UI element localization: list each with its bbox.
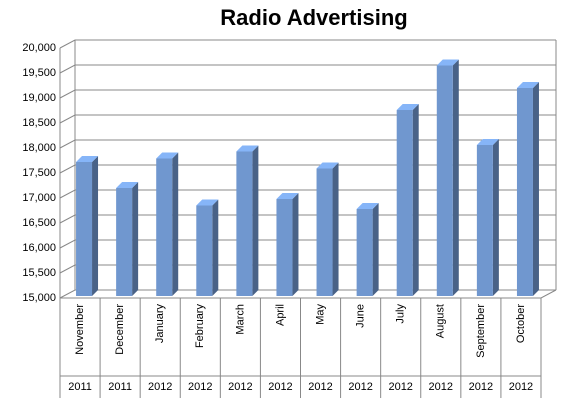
y-tick-label: 18,000 — [22, 142, 56, 154]
bar — [76, 162, 93, 296]
x-tick-label: September — [475, 304, 487, 358]
y-tick-label: 20,000 — [22, 42, 56, 54]
x-tick-label: July — [395, 304, 407, 324]
y-tick-label: 19,000 — [22, 92, 56, 104]
grid-line — [59, 289, 556, 299]
x-tick-label: August — [435, 304, 447, 338]
x-tick-label: November — [74, 304, 86, 355]
x-year-label: 2012 — [148, 381, 172, 393]
bar — [356, 209, 373, 296]
x-year-label: 2012 — [469, 381, 493, 393]
bar — [316, 168, 333, 296]
bar-side — [172, 152, 179, 296]
x-year-label: 2012 — [228, 381, 252, 393]
bar-side — [492, 139, 499, 296]
grid-line — [59, 189, 556, 199]
bar-side — [92, 156, 99, 296]
bar-top — [196, 199, 219, 206]
bar-top — [396, 104, 419, 110]
bar-side — [252, 145, 259, 296]
bar — [516, 88, 533, 296]
y-tick-label: 17,000 — [22, 192, 56, 204]
x-tick-label: April — [274, 304, 286, 326]
bar-side — [332, 162, 339, 296]
bar — [436, 65, 453, 296]
bar — [276, 199, 293, 296]
bar — [236, 151, 253, 296]
x-tick-label: May — [314, 304, 326, 325]
bar-side — [292, 193, 299, 296]
grid-line — [59, 264, 556, 274]
bar-side — [452, 59, 459, 296]
bar-side — [372, 203, 379, 296]
x-year-label: 2012 — [188, 381, 212, 393]
y-tick-label: 16,500 — [22, 217, 56, 229]
grid-line — [59, 164, 556, 174]
bar-top — [516, 82, 539, 88]
bar-top — [76, 156, 99, 162]
x-year-label: 2012 — [308, 381, 332, 393]
x-year-label: 2011 — [108, 381, 132, 393]
bar-top — [316, 162, 339, 169]
bar — [476, 145, 493, 296]
bar-top — [436, 59, 459, 66]
y-tick-label: 17,500 — [22, 167, 56, 179]
y-tick-label: 15,500 — [22, 267, 56, 279]
x-tick-label: March — [234, 304, 246, 335]
x-year-label: 2012 — [268, 381, 292, 393]
grid-line — [59, 139, 556, 149]
bar-top — [476, 139, 499, 145]
bar-top — [356, 203, 379, 209]
bar-side — [212, 199, 219, 296]
bar-side — [532, 82, 539, 296]
x-tick-label: February — [194, 304, 206, 349]
x-year-label: 2012 — [509, 381, 533, 393]
bar — [116, 188, 133, 296]
grid-line — [59, 39, 556, 49]
x-tick-label: October — [515, 304, 527, 343]
x-year-label: 2012 — [348, 381, 372, 393]
bar — [196, 205, 213, 296]
grid-line — [59, 239, 556, 249]
x-tick-label: January — [154, 304, 166, 344]
bar-side — [412, 104, 419, 296]
x-tick-label: December — [114, 304, 126, 355]
y-tick-label: 18,500 — [22, 117, 56, 129]
grid-line — [59, 64, 556, 74]
chart-title: Radio Advertising — [220, 5, 407, 30]
x-tick-label: June — [355, 304, 367, 328]
bar-side — [132, 182, 139, 296]
bar-top — [276, 193, 299, 199]
grid-line — [59, 89, 556, 99]
grid-line — [59, 114, 556, 124]
y-tick-label: 19,500 — [22, 67, 56, 79]
x-year-label: 2012 — [388, 381, 412, 393]
bar — [396, 110, 413, 296]
y-tick-label: 16,000 — [22, 242, 56, 254]
x-year-label: 2012 — [429, 381, 453, 393]
bar-top — [236, 145, 259, 152]
x-year-label: 2011 — [68, 381, 92, 393]
bar-top — [116, 182, 139, 188]
bar-top — [156, 152, 179, 159]
grid-line — [59, 214, 556, 224]
bar — [156, 158, 173, 296]
y-tick-label: 15,000 — [22, 292, 56, 304]
